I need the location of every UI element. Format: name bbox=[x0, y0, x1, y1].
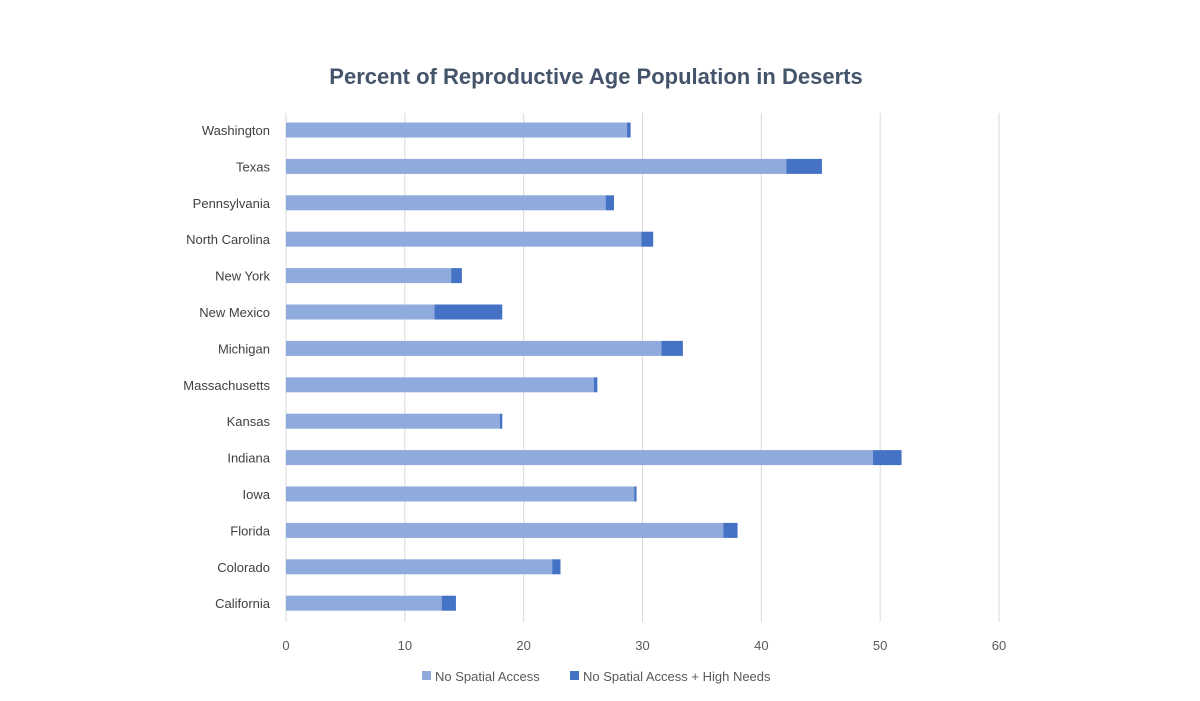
bar-segment bbox=[286, 486, 635, 502]
gridlines bbox=[285, 113, 1000, 622]
x-tick-label: 20 bbox=[516, 638, 530, 653]
bar-segment bbox=[286, 231, 642, 247]
legend-swatch bbox=[422, 671, 431, 680]
bar-segment bbox=[286, 522, 724, 538]
x-tick-label: 50 bbox=[873, 638, 887, 653]
bars bbox=[286, 122, 902, 611]
bar-segment bbox=[286, 268, 452, 284]
bar-segment bbox=[286, 413, 500, 429]
bar-segment bbox=[286, 595, 442, 611]
bar-segment bbox=[286, 158, 787, 174]
category-labels: Washington Texas Pennsylvania North Carolin… bbox=[183, 123, 270, 611]
category-label: Texas bbox=[236, 159, 270, 174]
bar-segment bbox=[441, 595, 456, 611]
category-label: Indiana bbox=[227, 451, 270, 466]
category-label: North Carolina bbox=[186, 232, 271, 247]
bar-segment bbox=[723, 522, 738, 538]
x-tick-label: 40 bbox=[754, 638, 768, 653]
bar-segment bbox=[286, 377, 594, 393]
x-tick-label: 10 bbox=[398, 638, 412, 653]
bar-segment bbox=[286, 304, 435, 320]
legend: No Spatial Access No Spatial Access + Hig… bbox=[422, 669, 771, 684]
x-tick-label: 60 bbox=[992, 638, 1006, 653]
category-label: Colorado bbox=[217, 560, 270, 575]
bar-segment bbox=[634, 486, 637, 502]
category-label: New York bbox=[215, 269, 270, 284]
category-label: Pennsylvania bbox=[193, 196, 271, 211]
category-label: California bbox=[215, 596, 271, 611]
legend-label: No Spatial Access + High Needs bbox=[583, 669, 771, 684]
category-label: Florida bbox=[230, 523, 271, 538]
category-label: Iowa bbox=[243, 487, 271, 502]
bar-segment bbox=[499, 413, 503, 429]
x-axis-ticks: 0 10 20 30 40 50 60 bbox=[282, 638, 1006, 653]
legend-label: No Spatial Access bbox=[435, 669, 540, 684]
x-tick-label: 30 bbox=[635, 638, 649, 653]
legend-swatch bbox=[570, 671, 579, 680]
category-label: Kansas bbox=[227, 414, 271, 429]
category-label: Massachusetts bbox=[183, 378, 270, 393]
bar-segment bbox=[286, 559, 553, 575]
bar-segment bbox=[451, 268, 462, 284]
x-tick-label: 0 bbox=[282, 638, 289, 653]
bar-segment bbox=[552, 559, 561, 575]
category-label: New Mexico bbox=[199, 305, 270, 320]
bar-segment bbox=[627, 122, 631, 138]
chart-title: Percent of Reproductive Age Population i… bbox=[329, 64, 862, 89]
bar-segment bbox=[641, 231, 654, 247]
bar-segment bbox=[286, 195, 606, 211]
bar-segment bbox=[661, 340, 683, 356]
bar-segment bbox=[434, 304, 503, 320]
category-label: Michigan bbox=[218, 341, 270, 356]
bar-segment bbox=[593, 377, 598, 393]
bar-segment bbox=[786, 158, 822, 174]
bar-segment bbox=[873, 450, 902, 466]
bar-segment bbox=[605, 195, 614, 211]
bar-segment bbox=[286, 340, 662, 356]
bar-segment bbox=[286, 122, 628, 138]
bar-segment bbox=[286, 450, 874, 466]
category-label: Washington bbox=[202, 123, 270, 138]
